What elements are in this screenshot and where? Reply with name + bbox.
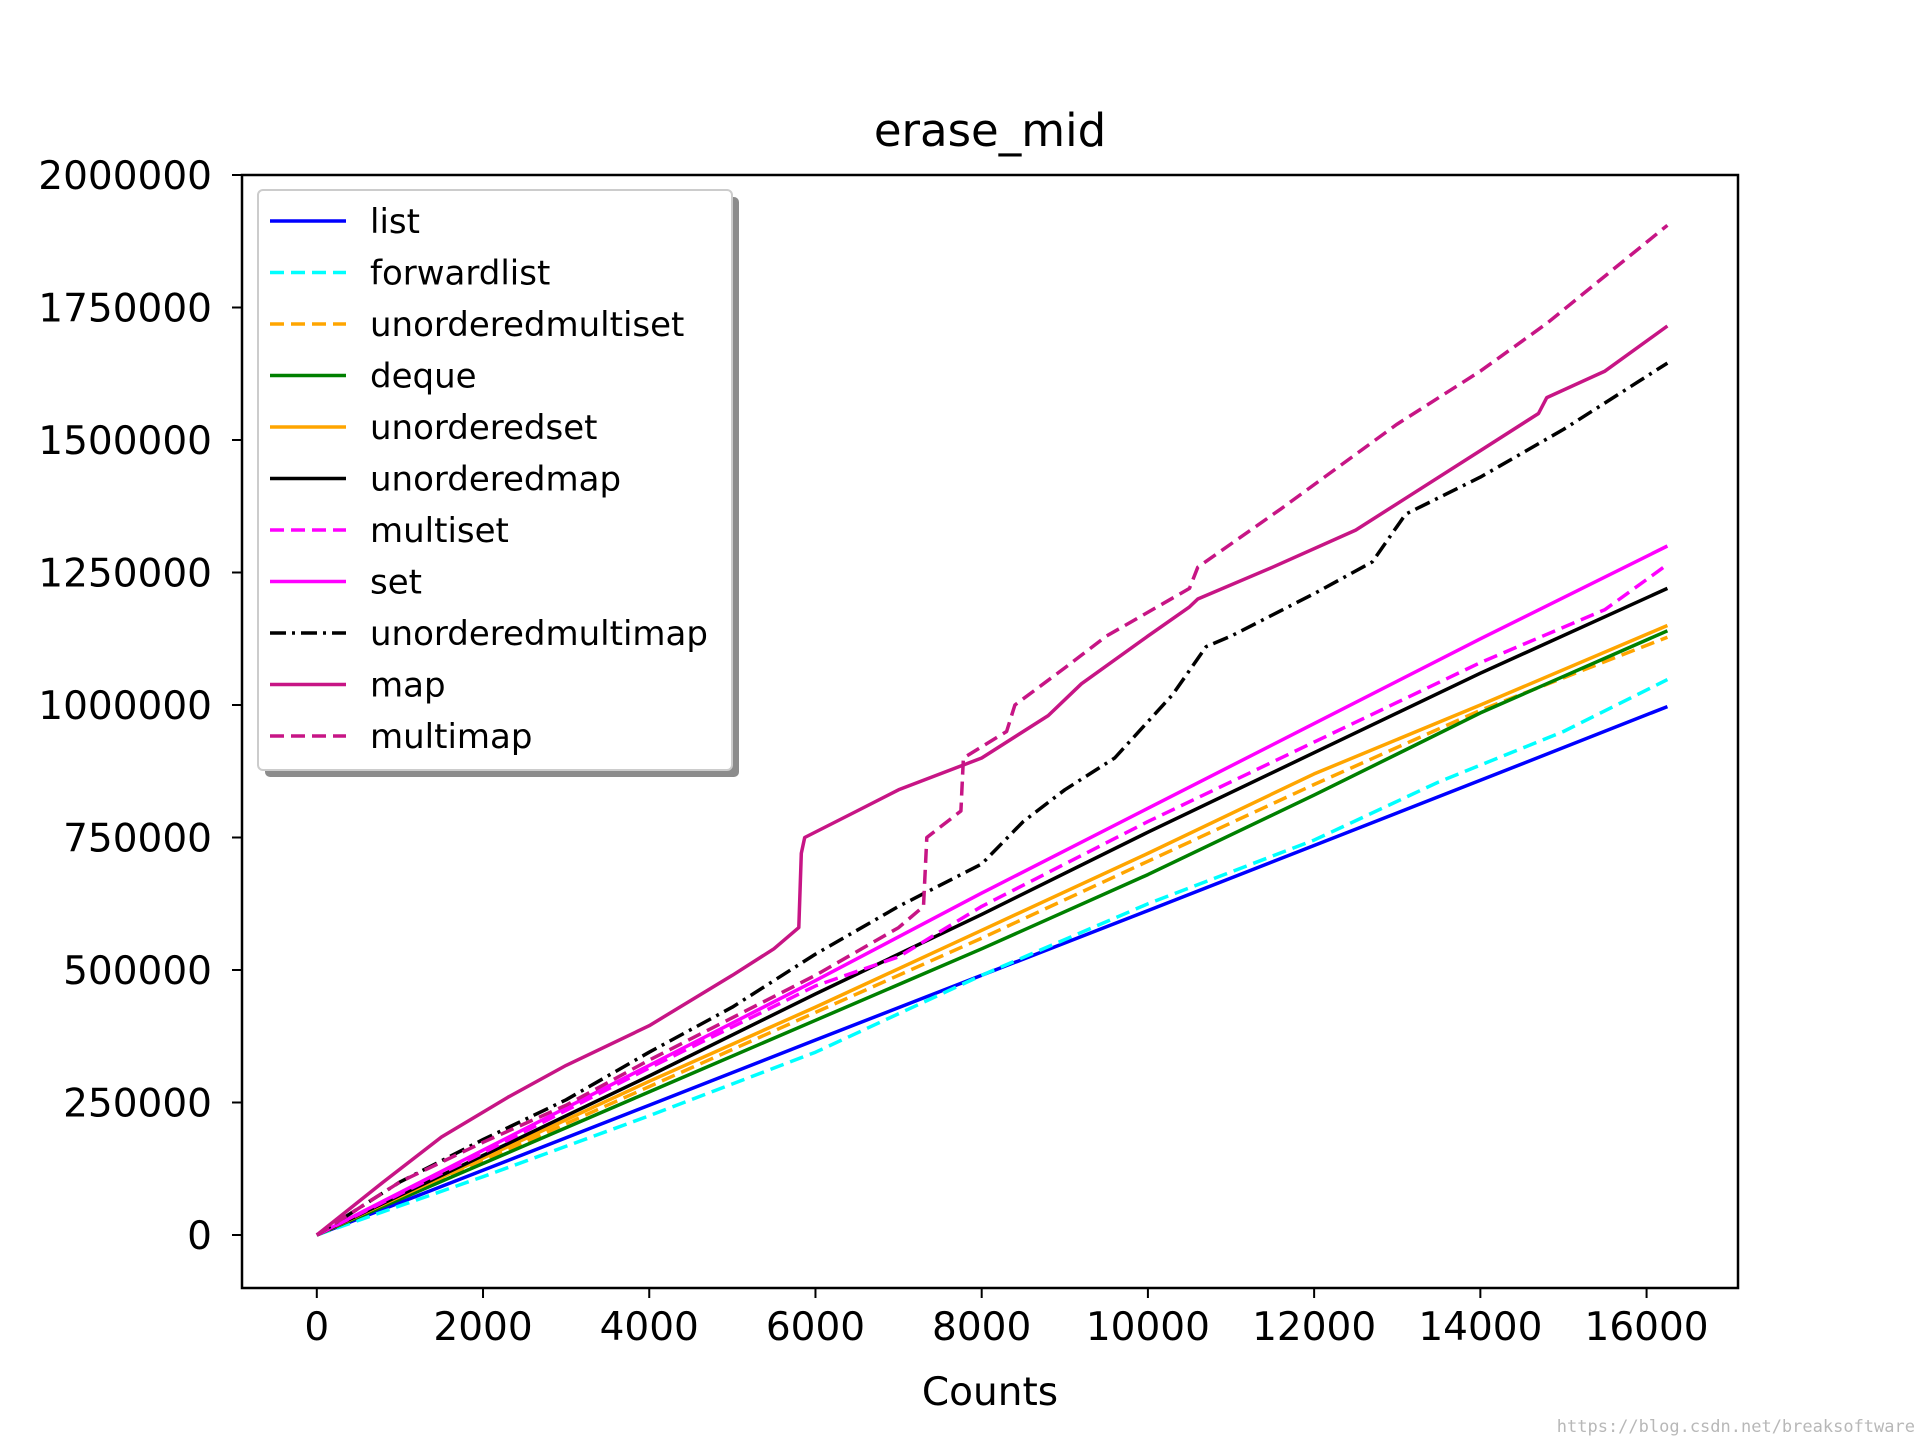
- series-line-set: [316, 544, 1669, 1237]
- legend-label-deque: deque: [370, 357, 477, 397]
- legend-label-unorderedset: unorderedset: [370, 408, 597, 448]
- legend-box: [257, 189, 733, 771]
- x-tick-label: 10000: [1086, 1305, 1210, 1350]
- legend-label-unorderedmap: unorderedmap: [370, 460, 621, 500]
- series-line-unorderedmultiset: [316, 635, 1669, 1237]
- legend-label-multimap: multimap: [370, 717, 532, 757]
- legend-label-set: set: [370, 563, 422, 603]
- x-tick-label: 16000: [1585, 1305, 1709, 1350]
- chart-title: erase_mid: [874, 104, 1106, 157]
- x-axis-label: Counts: [922, 1370, 1058, 1415]
- plot-frame: [240, 173, 1740, 1290]
- legend-label-unorderedmultiset: unorderedmultiset: [370, 305, 684, 345]
- y-tick-label: 1250000: [38, 552, 212, 597]
- legend-label-map: map: [370, 666, 446, 706]
- y-tick-label: 500000: [63, 949, 212, 994]
- y-tick-label: 2000000: [38, 154, 212, 199]
- series-line-multiset: [316, 563, 1669, 1237]
- x-tick-label: 0: [304, 1305, 329, 1350]
- watermark-text: https://blog.csdn.net/breaksoftware: [1557, 1417, 1915, 1437]
- y-tick-label: 0: [187, 1214, 212, 1259]
- series-layer: [315, 223, 1669, 1237]
- x-tick-label: 12000: [1252, 1305, 1376, 1350]
- series-line-unorderedset: [316, 623, 1669, 1237]
- legend-label-multiset: multiset: [370, 511, 509, 551]
- x-tick-label: 2000: [433, 1305, 532, 1350]
- legend-label-list: list: [370, 202, 420, 242]
- y-tick-label: 1750000: [38, 287, 212, 332]
- series-line-multimap: [315, 223, 1669, 1237]
- y-tick-label: 750000: [63, 817, 212, 862]
- series-line-map: [315, 324, 1669, 1237]
- x-tick-label: 14000: [1418, 1305, 1542, 1350]
- y-tick-label: 1000000: [38, 684, 212, 729]
- x-tick-label: 4000: [600, 1305, 699, 1350]
- x-tick-label: 8000: [932, 1305, 1031, 1350]
- y-tick-label: 1500000: [38, 419, 212, 464]
- x-tick-label: 6000: [766, 1305, 865, 1350]
- y-axis-label: Nanosecond: [0, 611, 9, 852]
- series-line-forwardlist: [316, 678, 1669, 1237]
- legend-label-forwardlist: forwardlist: [370, 254, 550, 294]
- legend-label-unorderedmultimap: unorderedmultimap: [370, 614, 708, 654]
- series-line-unorderedmultimap: [315, 361, 1669, 1237]
- series-line-unorderedmap: [316, 586, 1669, 1237]
- series-line-deque: [316, 629, 1669, 1237]
- x-axis: 0 2000 4000 6000 8000 10000 12000 14000 16000: [304, 1288, 1709, 1350]
- y-tick-label: 250000: [63, 1082, 212, 1127]
- y-axis: 0 250000 500000 750000 1000000 1250000 1500000…: [38, 154, 242, 1259]
- legend: list forwardlist unorderedmultiset deque uno…: [257, 189, 739, 777]
